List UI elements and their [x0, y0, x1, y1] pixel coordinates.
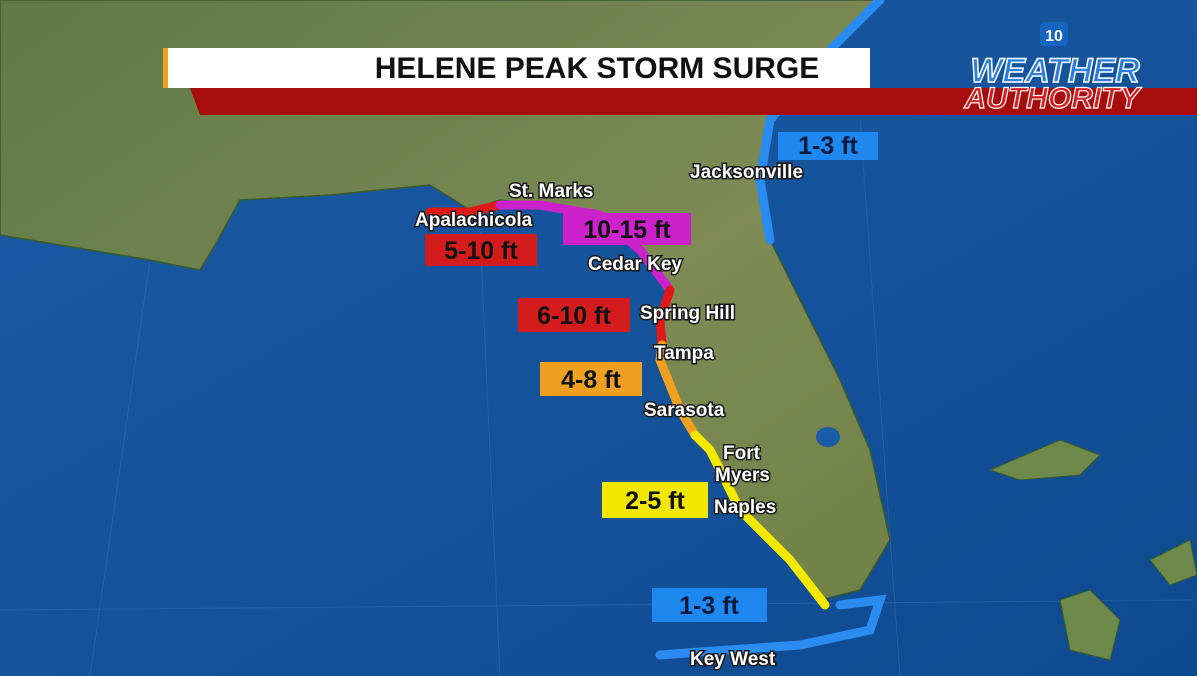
surge-box — [425, 234, 537, 266]
title-banner — [168, 48, 870, 88]
title: HELENE PEAK STORM SURGE — [375, 52, 820, 85]
city-label: Tampa — [654, 343, 714, 364]
logo-badge — [1040, 22, 1068, 46]
city-label: Apalachicola — [415, 210, 533, 231]
graticule — [0, 119, 1197, 676]
surge-label: 4-8 ft — [561, 366, 621, 394]
surge-label: 5-10 ft — [444, 237, 518, 265]
surge-label: 2-5 ft — [625, 487, 685, 515]
city-label: Sarasota — [644, 400, 725, 421]
surge-box — [563, 213, 691, 245]
logo-station: 10 — [1045, 28, 1063, 45]
logo-line1: WEATHER — [970, 52, 1140, 90]
city-label: Key West — [690, 649, 776, 670]
city-label: St. Marks — [509, 181, 593, 202]
surge-label: 10-15 ft — [583, 216, 671, 244]
surge-box — [518, 298, 630, 332]
lake-okeechobee — [816, 427, 840, 447]
islands — [988, 439, 1197, 661]
surge-box — [602, 482, 708, 518]
city-label: Cedar Key — [588, 254, 682, 275]
city-label: Myers — [715, 465, 770, 486]
surge-box — [778, 132, 878, 160]
city-label: Naples — [714, 497, 776, 518]
city-label: Jacksonville — [690, 162, 803, 183]
logo-line2: AUTHORITY — [964, 82, 1143, 115]
surge-label: 6-10 ft — [537, 302, 611, 330]
surge-box — [652, 588, 767, 622]
surge-label: 1-3 ft — [798, 132, 858, 160]
city-label: Spring Hill — [640, 303, 735, 324]
surge-label: 1-3 ft — [679, 592, 739, 620]
banner-accent — [163, 48, 168, 88]
red-bar — [190, 88, 1197, 115]
surge-box — [540, 362, 642, 396]
city-label: Fort — [723, 443, 761, 464]
